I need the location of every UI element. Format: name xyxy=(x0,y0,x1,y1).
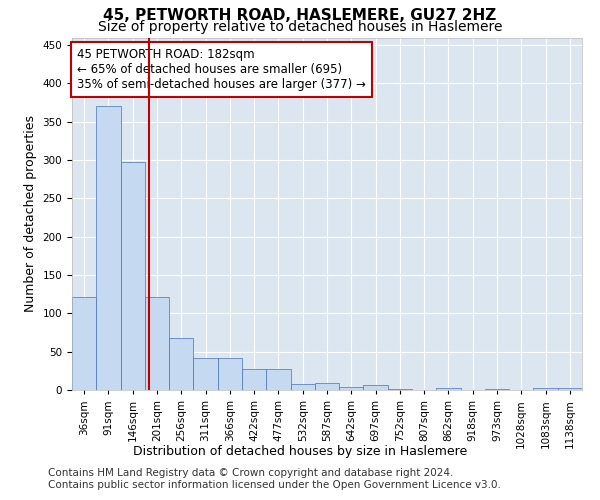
Text: Contains public sector information licensed under the Open Government Licence v3: Contains public sector information licen… xyxy=(48,480,501,490)
Bar xyxy=(96,106,121,390)
Bar xyxy=(145,296,169,390)
Bar xyxy=(169,338,193,390)
Bar xyxy=(242,368,266,390)
Bar xyxy=(558,388,582,390)
Text: 45, PETWORTH ROAD, HASLEMERE, GU27 2HZ: 45, PETWORTH ROAD, HASLEMERE, GU27 2HZ xyxy=(103,8,497,22)
Bar xyxy=(266,368,290,390)
Bar xyxy=(485,389,509,390)
Bar xyxy=(290,384,315,390)
Bar xyxy=(436,388,461,390)
Bar xyxy=(533,388,558,390)
Text: Distribution of detached houses by size in Haslemere: Distribution of detached houses by size … xyxy=(133,444,467,458)
Bar xyxy=(193,358,218,390)
Bar xyxy=(388,389,412,390)
Text: Contains HM Land Registry data © Crown copyright and database right 2024.: Contains HM Land Registry data © Crown c… xyxy=(48,468,454,477)
Bar xyxy=(315,383,339,390)
Text: Size of property relative to detached houses in Haslemere: Size of property relative to detached ho… xyxy=(98,20,502,34)
Bar xyxy=(121,162,145,390)
Bar xyxy=(364,386,388,390)
Bar xyxy=(72,296,96,390)
Bar xyxy=(218,358,242,390)
Text: 45 PETWORTH ROAD: 182sqm
← 65% of detached houses are smaller (695)
35% of semi-: 45 PETWORTH ROAD: 182sqm ← 65% of detach… xyxy=(77,48,366,91)
Y-axis label: Number of detached properties: Number of detached properties xyxy=(24,116,37,312)
Bar xyxy=(339,387,364,390)
